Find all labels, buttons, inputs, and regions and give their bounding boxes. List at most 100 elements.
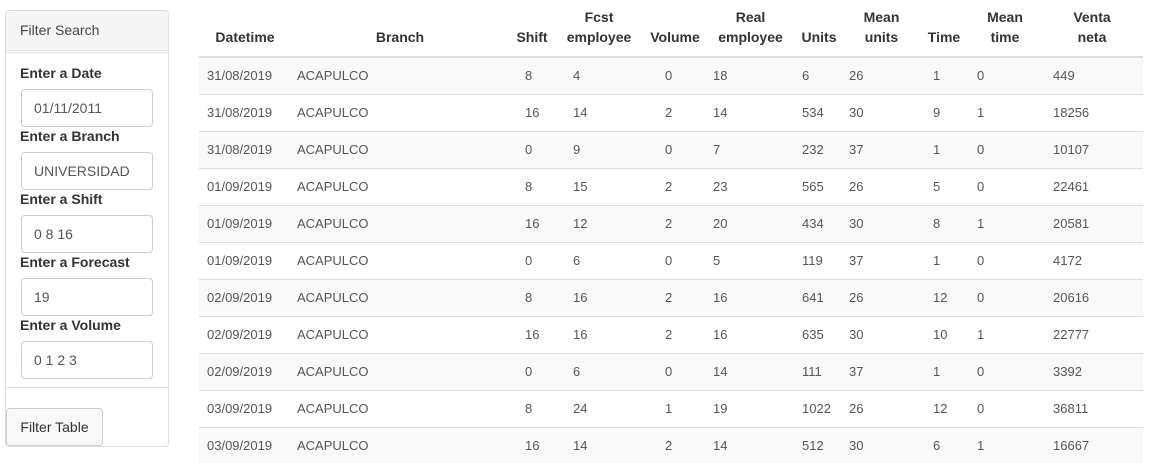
volume-input[interactable] bbox=[21, 341, 153, 379]
table-cell: 37 bbox=[844, 241, 919, 279]
table-cell: 03/09/2019 bbox=[199, 389, 291, 427]
table-cell: 19 bbox=[707, 389, 794, 427]
table-cell: 16 bbox=[707, 315, 794, 353]
column-header[interactable]: Volume bbox=[643, 0, 707, 58]
table-cell: 01/09/2019 bbox=[199, 241, 291, 279]
table-cell: 434 bbox=[794, 204, 844, 242]
table-cell: 03/09/2019 bbox=[199, 426, 291, 463]
table-cell: 1 bbox=[919, 241, 969, 279]
column-header[interactable]: Time bbox=[919, 0, 969, 58]
branch-label: Enter a Branch bbox=[20, 128, 120, 144]
table-cell: 14 bbox=[555, 93, 643, 131]
table-cell: 37 bbox=[844, 130, 919, 168]
table-cell: 0 bbox=[509, 130, 555, 168]
table-cell: 0 bbox=[643, 352, 707, 390]
forecast-input[interactable] bbox=[21, 278, 153, 316]
table-cell: 0 bbox=[643, 130, 707, 168]
table-cell: 119 bbox=[794, 241, 844, 279]
table-cell: 0 bbox=[509, 241, 555, 279]
table-row: 31/08/2019 ACAPULCO 0 9 0 7 232 37 1 0 10107 bbox=[199, 130, 1143, 168]
volume-label: Enter a Volume bbox=[20, 317, 121, 333]
table-row: 02/09/2019 ACAPULCO 16 16 2 16 635 30 10 1 22777 bbox=[199, 315, 1143, 353]
column-header[interactable]: Datetime bbox=[199, 0, 291, 58]
table-cell: 02/09/2019 bbox=[199, 315, 291, 353]
results-table-container: Datetime Branch Shift Fcst employee Volum… bbox=[199, 0, 1143, 463]
table-cell: 565 bbox=[794, 167, 844, 205]
shift-label: Enter a Shift bbox=[20, 191, 103, 207]
table-cell: 30 bbox=[844, 426, 919, 463]
table-cell: 9 bbox=[555, 130, 643, 168]
date-input[interactable] bbox=[21, 89, 153, 127]
table-cell: 0 bbox=[969, 241, 1041, 279]
table-cell: 16667 bbox=[1041, 426, 1143, 463]
table-cell: 26 bbox=[844, 389, 919, 427]
table-cell: 8 bbox=[509, 278, 555, 316]
table-row: 01/09/2019 ACAPULCO 0 6 0 5 119 37 1 0 4172 bbox=[199, 241, 1143, 279]
table-cell: ACAPULCO bbox=[291, 278, 509, 316]
table-cell: ACAPULCO bbox=[291, 204, 509, 242]
table-cell: 512 bbox=[794, 426, 844, 463]
table-cell: 31/08/2019 bbox=[199, 93, 291, 131]
table-cell: 1 bbox=[969, 204, 1041, 242]
table-cell: 20 bbox=[707, 204, 794, 242]
table-cell: ACAPULCO bbox=[291, 167, 509, 205]
column-header[interactable]: Venta neta bbox=[1041, 0, 1143, 58]
table-cell: 0 bbox=[643, 241, 707, 279]
table-cell: 15 bbox=[555, 167, 643, 205]
table-cell: 2 bbox=[643, 315, 707, 353]
table-cell: 0 bbox=[509, 352, 555, 390]
table-cell: 5 bbox=[707, 241, 794, 279]
table-cell: 1 bbox=[643, 389, 707, 427]
table-cell: 20616 bbox=[1041, 278, 1143, 316]
column-header[interactable]: Mean time bbox=[969, 0, 1041, 58]
filter-table-button[interactable]: Filter Table bbox=[6, 408, 103, 446]
column-header[interactable]: Units bbox=[794, 0, 844, 58]
table-cell: 36811 bbox=[1041, 389, 1143, 427]
column-header[interactable]: Real employee bbox=[707, 0, 794, 58]
column-header[interactable]: Fcst employee bbox=[555, 0, 643, 58]
table-body: 31/08/2019 ACAPULCO 8 4 0 18 6 26 1 0 449 31/08/201… bbox=[199, 56, 1143, 463]
table-cell: 6 bbox=[555, 241, 643, 279]
shift-input[interactable] bbox=[21, 215, 153, 253]
table-cell: 01/09/2019 bbox=[199, 204, 291, 242]
table-cell: 6 bbox=[555, 352, 643, 390]
table-cell: 8 bbox=[509, 389, 555, 427]
table-cell: 0 bbox=[643, 56, 707, 94]
table-cell: 1022 bbox=[794, 389, 844, 427]
table-row: 01/09/2019 ACAPULCO 16 12 2 20 434 30 8 1 20581 bbox=[199, 204, 1143, 242]
table-cell: 20581 bbox=[1041, 204, 1143, 242]
table-cell: 01/09/2019 bbox=[199, 167, 291, 205]
column-header[interactable]: Branch bbox=[291, 0, 509, 58]
table-cell: 534 bbox=[794, 93, 844, 131]
table-cell: ACAPULCO bbox=[291, 426, 509, 463]
column-header[interactable]: Mean units bbox=[844, 0, 919, 58]
table-cell: 37 bbox=[844, 352, 919, 390]
table-cell: 14 bbox=[707, 93, 794, 131]
table-cell: 12 bbox=[555, 204, 643, 242]
table-cell: 1 bbox=[919, 56, 969, 94]
table-cell: 26 bbox=[844, 278, 919, 316]
table-cell: 4 bbox=[555, 56, 643, 94]
table-cell: 1 bbox=[969, 93, 1041, 131]
table-cell: 2 bbox=[643, 167, 707, 205]
table-cell: 22461 bbox=[1041, 167, 1143, 205]
table-cell: 0 bbox=[969, 130, 1041, 168]
table-row: 31/08/2019 ACAPULCO 8 4 0 18 6 26 1 0 449 bbox=[199, 56, 1143, 94]
table-cell: 31/08/2019 bbox=[199, 130, 291, 168]
table-cell: 0 bbox=[969, 167, 1041, 205]
table-cell: 10107 bbox=[1041, 130, 1143, 168]
table-cell: 4172 bbox=[1041, 241, 1143, 279]
table-row: 02/09/2019 ACAPULCO 0 6 0 14 111 37 1 0 3392 bbox=[199, 352, 1143, 390]
column-header[interactable]: Shift bbox=[509, 0, 555, 58]
table-cell: ACAPULCO bbox=[291, 130, 509, 168]
table-cell: 16 bbox=[509, 204, 555, 242]
filter-search-heading: Filter Search bbox=[6, 11, 168, 51]
table-cell: 641 bbox=[794, 278, 844, 316]
table-cell: 16 bbox=[509, 93, 555, 131]
results-table: Datetime Branch Shift Fcst employee Volum… bbox=[199, 0, 1143, 463]
table-cell: 2 bbox=[643, 426, 707, 463]
branch-input[interactable] bbox=[21, 152, 153, 190]
filter-sidebar: Filter Search Enter a Date Enter a Branc… bbox=[5, 10, 169, 447]
table-cell: 6 bbox=[794, 56, 844, 94]
table-cell: 16 bbox=[509, 315, 555, 353]
